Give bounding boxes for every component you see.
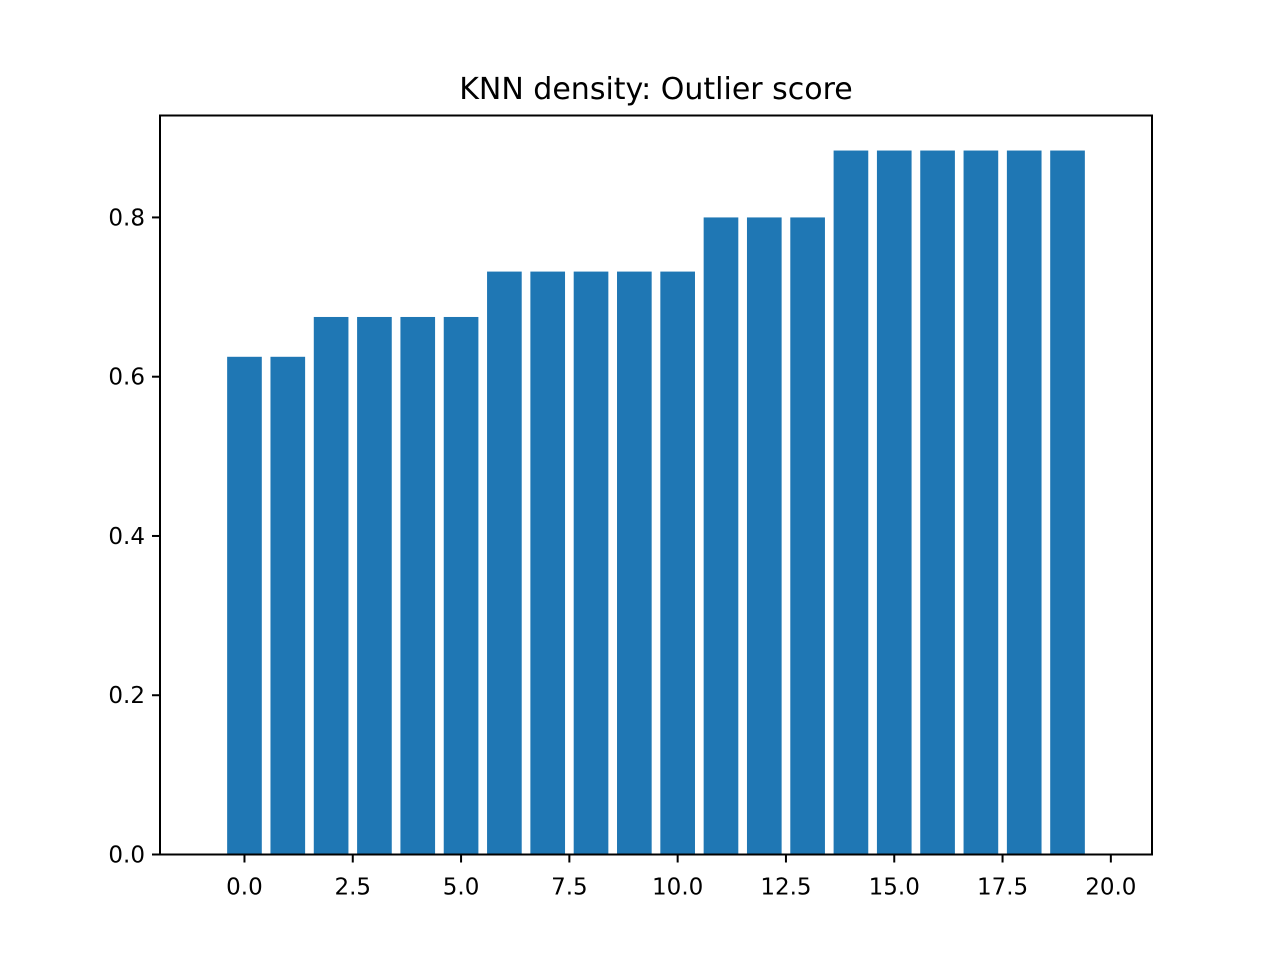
x-tick-label: 17.5 (977, 875, 1028, 901)
bar-11 (703, 217, 739, 855)
x-tick-label: 15.0 (869, 875, 920, 901)
plot-frame (159, 114, 1153, 856)
bar-7 (530, 271, 566, 855)
x-axis: 0.0 2.5 5.0 7.5 10.0 12.5 15.0 17.5 20.0 (226, 854, 1136, 901)
y-tick-label: 0.8 (108, 205, 145, 231)
x-tick-label: 20.0 (1085, 875, 1136, 901)
bar-18 (1006, 150, 1042, 855)
bar-16 (920, 150, 955, 855)
x-tick-label: 7.5 (551, 875, 588, 901)
bar-1 (270, 356, 306, 855)
bar-14 (833, 150, 869, 855)
bar-3 (357, 316, 392, 855)
x-tick-label: 2.5 (334, 875, 371, 901)
bar-9 (617, 271, 652, 855)
y-axis: 0.0 0.2 0.4 0.6 0.8 (108, 205, 160, 869)
bar-8 (573, 271, 609, 855)
x-tick-label: 12.5 (760, 875, 811, 901)
bar-19 (1050, 150, 1085, 855)
x-tick-label: 10.0 (652, 875, 703, 901)
bar-10 (660, 271, 695, 855)
bar-0 (227, 356, 262, 855)
y-tick-label: 0.4 (108, 524, 145, 550)
y-tick-label: 0.2 (108, 683, 145, 709)
x-tick-label: 0.0 (226, 875, 263, 901)
bar-17 (963, 150, 999, 855)
bars-group (227, 150, 1085, 855)
chart-title: KNN density: Outlier score (459, 72, 853, 107)
bar-2 (313, 316, 349, 855)
x-tick-label: 5.0 (443, 875, 480, 901)
bar-12 (746, 217, 782, 855)
bar-6 (487, 271, 522, 855)
bar-5 (443, 316, 479, 855)
bar-13 (790, 217, 825, 855)
bar-4 (400, 316, 436, 855)
y-tick-label: 0.6 (108, 365, 145, 391)
bar-15 (876, 150, 912, 855)
y-tick-label: 0.0 (108, 843, 145, 869)
